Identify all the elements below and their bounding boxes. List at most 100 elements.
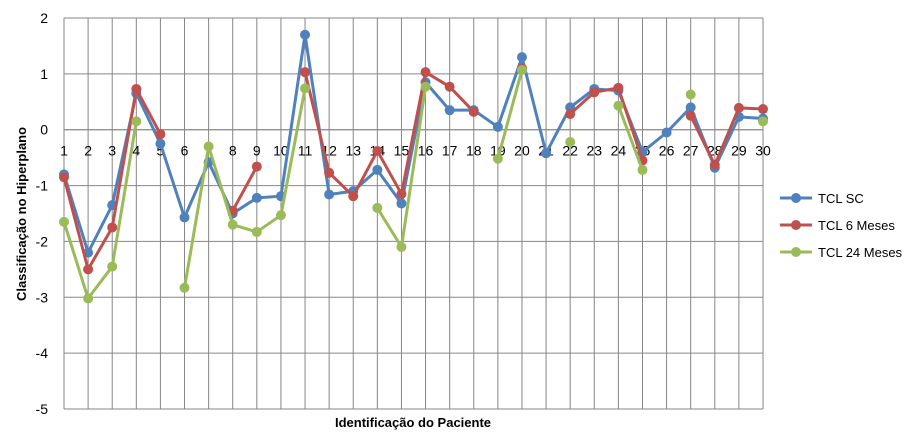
series-line-segment [375, 206, 403, 249]
x-tick-label: 3 [108, 143, 116, 159]
chart-series [59, 29, 768, 304]
legend-label: TCL 6 Meses [818, 218, 895, 233]
data-point [131, 116, 142, 127]
series-line-segment [616, 86, 644, 162]
data-point [107, 261, 118, 272]
data-point [468, 106, 479, 117]
series-line-segment [158, 142, 187, 219]
y-tick-label: 2 [40, 10, 48, 26]
chart-legend: TCL SC TCL 6 Meses TCL 24 Meses [780, 191, 903, 260]
legend-marker [791, 193, 801, 203]
x-axis-label: Identificação do Paciente [335, 415, 491, 430]
series-line-segment [689, 114, 717, 167]
data-point [444, 105, 455, 116]
y-tick-label: 1 [40, 66, 48, 82]
series-line-segment [375, 149, 403, 196]
legend-label: TCL SC [818, 191, 864, 206]
data-point [758, 116, 768, 127]
x-tick-label: 18 [466, 143, 482, 159]
series-line-segment [207, 144, 235, 227]
data-point [348, 191, 359, 202]
series-line-segment [448, 85, 476, 114]
y-tick-label: -1 [36, 178, 49, 194]
series-line-segment [375, 168, 403, 205]
data-point [203, 141, 214, 152]
data-point [107, 222, 118, 233]
series-line-segment [86, 203, 114, 255]
y-tick-label: 0 [40, 122, 48, 138]
data-point [251, 226, 262, 237]
series-line-segment [303, 33, 331, 197]
series-line-segment [62, 175, 90, 271]
series-line-segment [110, 119, 138, 269]
data-point [251, 192, 262, 203]
data-point [300, 83, 311, 94]
data-point [420, 81, 431, 92]
data-point [131, 83, 142, 94]
series-line-segment [665, 105, 693, 135]
data-point [372, 202, 383, 213]
x-tick-label: 29 [731, 143, 747, 159]
data-point [613, 100, 624, 111]
x-tick-label: 1 [60, 143, 68, 159]
data-point [685, 89, 696, 100]
x-tick-label: 16 [418, 143, 434, 159]
chart-grid [63, 17, 764, 410]
series-line-segment [134, 87, 162, 136]
series-line-segment [399, 80, 428, 205]
y-tick-label: -3 [36, 289, 49, 305]
series-line-segment [279, 33, 307, 198]
data-point [541, 148, 552, 159]
data-point [372, 164, 383, 175]
x-tick-label: 11 [298, 143, 313, 159]
series-line-segment [279, 86, 307, 217]
data-point [396, 198, 407, 209]
data-point [275, 210, 286, 221]
x-tick-label: 17 [442, 143, 458, 159]
series-line-segment [496, 68, 524, 161]
data-point [516, 64, 527, 75]
legend-marker [791, 247, 801, 257]
y-tick-label: -5 [36, 401, 49, 417]
y-axis-label: Classificação no Hiperplano [14, 127, 29, 301]
x-tick-label: 15 [394, 143, 410, 159]
x-tick-label: 6 [181, 143, 189, 159]
x-tick-label: 13 [345, 143, 361, 159]
series-line-segment [640, 131, 669, 154]
series-line-segment [231, 165, 259, 213]
x-tick-label: 2 [84, 143, 92, 159]
data-point [396, 188, 407, 199]
data-point [758, 104, 768, 115]
series-line-segment [399, 70, 428, 196]
series-line-segment [520, 55, 548, 155]
data-point [661, 127, 672, 138]
data-point [83, 293, 94, 304]
series-line-segment [110, 87, 138, 229]
x-tick-label: 30 [755, 143, 771, 159]
y-axis-ticks: -5 -4 -3 -2 -1 0 1 2 [36, 10, 49, 417]
data-point [565, 137, 576, 148]
data-point [155, 138, 166, 149]
legend-label: TCL 24 Meses [818, 245, 903, 260]
x-tick-label: 24 [611, 143, 627, 159]
legend-marker [791, 220, 801, 230]
data-point [396, 242, 407, 253]
data-point [324, 167, 335, 178]
x-tick-label: 26 [659, 143, 675, 159]
series-line-segment [86, 225, 114, 271]
series-line-segment [399, 85, 428, 249]
data-point [492, 121, 503, 132]
series-line-segment [327, 171, 355, 198]
series-line-segment [713, 106, 741, 167]
x-tick-label: 23 [586, 143, 602, 159]
data-point [709, 159, 720, 170]
data-point [492, 153, 503, 164]
x-tick-label: 20 [514, 143, 530, 159]
data-point [565, 109, 576, 120]
data-point [613, 82, 624, 93]
data-point [59, 172, 69, 183]
series-line-segment [568, 90, 596, 116]
data-point [372, 145, 383, 156]
chart-axes [63, 18, 763, 409]
